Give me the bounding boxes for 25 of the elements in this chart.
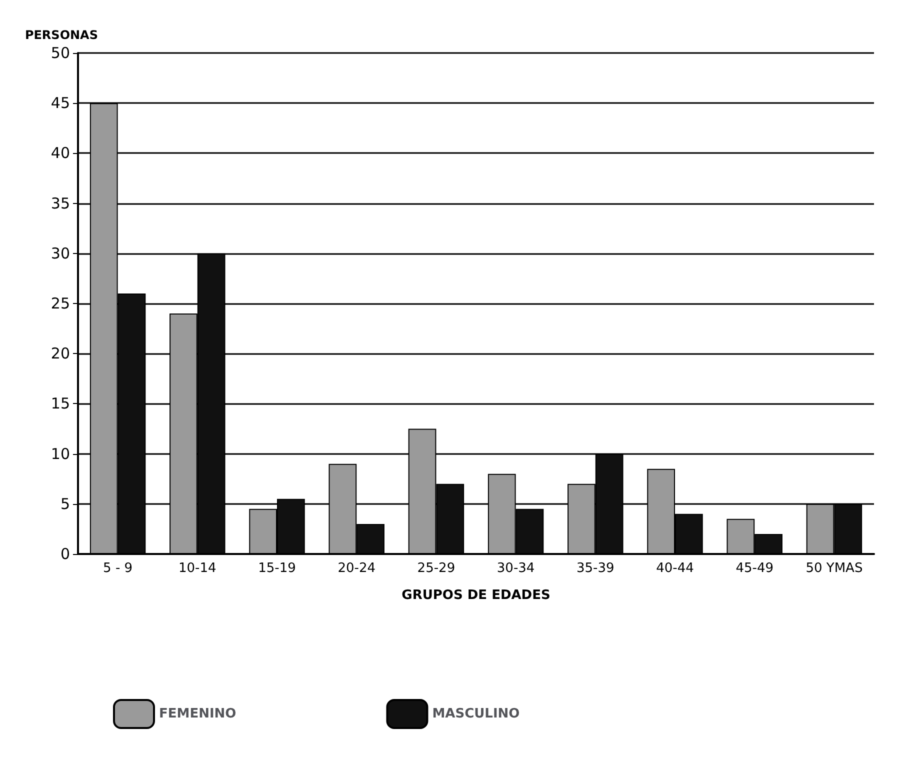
y-tick-label: 25 (50, 294, 70, 312)
x-tick-label: 35-39 (576, 561, 614, 576)
x-tick-label: 20-24 (338, 561, 376, 576)
y-axis-title: PERSONAS (24, 28, 98, 42)
y-tick-label: 50 (50, 44, 70, 62)
y-tick-label: 40 (50, 144, 70, 162)
y-tick-label: 35 (50, 194, 70, 212)
y-tick-label: 30 (50, 244, 70, 262)
x-tick-label: 25-29 (417, 561, 456, 576)
x-tick-label: 40-44 (656, 561, 694, 576)
x-tick-label: 15-19 (258, 561, 296, 576)
x-tick-label: 45-49 (736, 561, 774, 576)
y-tick-label: 5 (60, 494, 70, 513)
x-tick-label: 5 - 9 (103, 561, 133, 576)
x-tick-label: 30-34 (496, 561, 535, 576)
y-tick-label: 20 (50, 344, 70, 363)
legend-label: FEMENINO (159, 706, 236, 722)
y-tick-label: 45 (50, 94, 70, 112)
x-axis-title: GRUPOS DE EDADES (402, 588, 550, 603)
y-tick-label: 10 (50, 444, 70, 463)
y-tick-label: 15 (50, 394, 70, 413)
legend-label: MASCULINO (432, 706, 520, 722)
y-tick-label: 0 (60, 545, 70, 563)
x-tick-label: 50 YMAS (806, 561, 863, 576)
x-tick-label: 10-14 (178, 561, 216, 576)
